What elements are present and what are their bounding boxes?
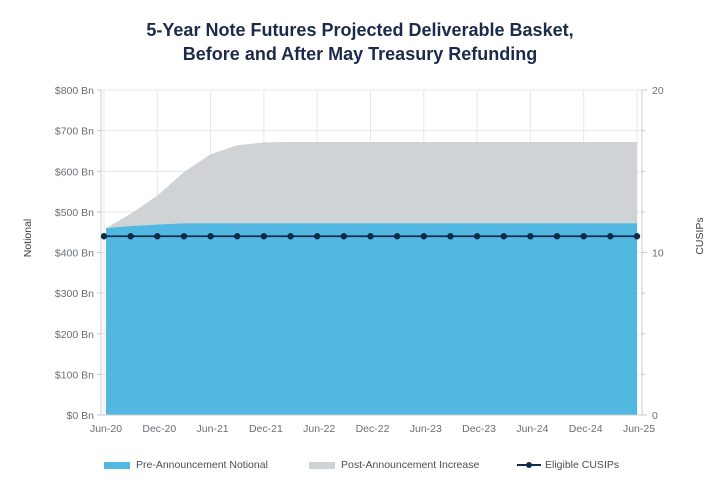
area-pre-announcement-notional	[106, 223, 637, 415]
eligible-cusips-marker	[527, 233, 534, 240]
y-left-tick-label: $400 Bn	[55, 248, 94, 260]
eligible-cusips-marker	[367, 233, 374, 240]
legend: Pre-Announcement Notional Post-Announcem…	[0, 459, 720, 473]
eligible-cusips-marker	[127, 233, 134, 240]
y-left-tick-label: $800 Bn	[55, 85, 94, 97]
y-right-tick-label: 10	[652, 248, 664, 260]
chart-title-line-1: 5-Year Note Futures Projected Deliverabl…	[146, 20, 574, 40]
legend-label: Pre-Announcement Notional	[136, 459, 268, 471]
x-tick-label: Jun-23	[410, 423, 442, 435]
y-left-tick-label: $700 Bn	[55, 126, 94, 138]
eligible-cusips-marker	[340, 233, 348, 240]
x-tick-label: Dec-20	[142, 423, 176, 435]
eligible-cusips-marker	[154, 233, 161, 240]
chart-title-line-2: Before and After May Treasury Refunding	[182, 44, 538, 64]
y-axis-right-title: CUSIPs	[694, 217, 706, 254]
legend-label: Eligible CUSIPs	[545, 459, 620, 471]
y-left-tick-label: $600 Bn	[55, 166, 94, 178]
eligible-cusips-marker	[473, 233, 481, 240]
x-tick-label: Dec-23	[462, 423, 496, 435]
legend-label: Post-Announcement Increase	[341, 459, 480, 471]
eligible-cusips-marker	[180, 233, 188, 240]
x-tick-label: Dec-21	[249, 423, 283, 435]
x-tick-label: Jun-24	[516, 423, 548, 435]
x-tick-label: Dec-22	[356, 423, 390, 435]
tick-labels: $0 Bn $100 Bn $200 Bn $300 Bn $400 Bn $500 Bn…	[55, 85, 664, 435]
y-left-tick-label: $0 Bn	[67, 410, 95, 422]
eligible-cusips-marker	[447, 233, 454, 240]
eligible-cusips-marker	[553, 233, 561, 240]
legend-swatch-post-announcement	[309, 461, 335, 469]
eligible-cusips-marker	[287, 233, 294, 240]
y-axis-left-title: Notional	[22, 219, 34, 258]
legend-item-eligible-cusips: Eligible CUSIPs	[517, 459, 619, 471]
x-tick-label: Dec-24	[569, 423, 603, 435]
chart-title: 5-Year Note Futures Projected Deliverabl…	[0, 18, 720, 66]
y-right-tick-label: 0	[652, 410, 658, 422]
legend-item-post-announcement: Post-Announcement Increase	[309, 459, 479, 471]
area-post-announcement-increase	[106, 142, 637, 229]
x-tick-label: Jun-21	[197, 423, 229, 435]
eligible-cusips-marker	[100, 233, 108, 240]
eligible-cusips-marker	[314, 233, 321, 240]
y-right-tick-label: 20	[652, 85, 664, 97]
eligible-cusips-marker	[500, 233, 507, 240]
area-layer	[106, 142, 637, 415]
eligible-cusips-marker	[607, 233, 614, 240]
eligible-cusips-marker	[580, 233, 587, 240]
y-left-tick-label: $100 Bn	[55, 369, 94, 381]
y-left-tick-label: $500 Bn	[55, 207, 94, 219]
x-tick-label: Jun-20	[90, 423, 122, 435]
eligible-cusips-marker	[234, 233, 241, 240]
eligible-cusips-marker	[207, 233, 214, 240]
x-tick-label: Jun-25	[623, 423, 655, 435]
x-tick-label: Jun-22	[303, 423, 335, 435]
cusip-line-layer	[100, 233, 641, 240]
y-left-tick-label: $300 Bn	[55, 288, 94, 300]
axes	[97, 89, 647, 416]
legend-item-pre-announcement: Pre-Announcement Notional	[104, 459, 268, 471]
legend-line-marker-icon	[517, 461, 541, 469]
legend-swatch-pre-announcement	[104, 461, 130, 469]
eligible-cusips-marker	[260, 233, 268, 240]
eligible-cusips-marker	[420, 233, 427, 240]
eligible-cusips-marker	[393, 233, 401, 240]
eligible-cusips-marker	[633, 233, 641, 240]
y-left-tick-label: $200 Bn	[55, 329, 94, 341]
